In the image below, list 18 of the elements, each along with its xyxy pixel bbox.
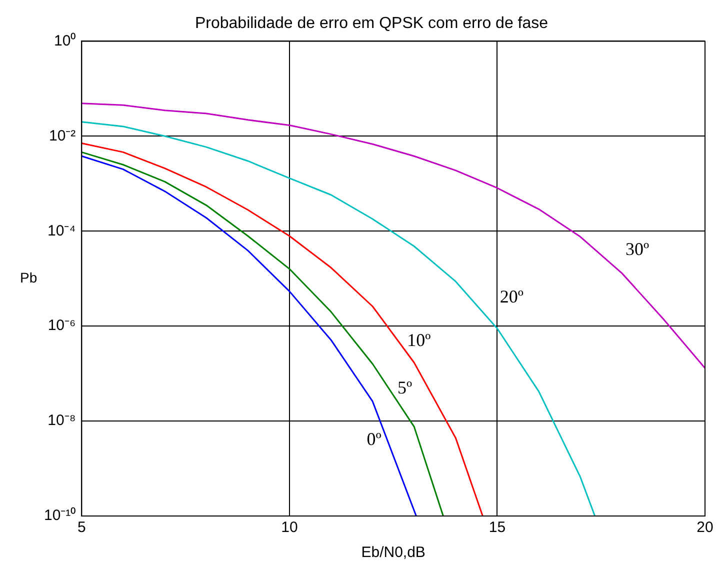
x-tick-label: 20 [696,519,714,536]
series-label: 5º [398,377,413,398]
x-tick-label: 10 [281,519,298,536]
y-tick-label: 10⁻⁴ [48,222,76,240]
y-tick-label: 10⁻² [48,127,76,144]
y-tick-label: 10⁻⁸ [48,412,76,430]
y-tick-label: 10⁻¹⁰ [44,507,76,524]
x-tick-label: 15 [488,519,506,536]
y-tick-label: 10⁻⁶ [48,317,76,334]
chart-title: Probabilidade de erro em QPSK com erro de fase [194,15,548,32]
x-axis-title: Eb/N0,dB [361,544,426,562]
y-tick-label: 10⁰ [54,32,76,50]
series-label: 0º [366,428,382,449]
y-axis-title: Pb [20,269,38,286]
series-label: 20º [500,286,524,306]
series-label: 10º [407,330,432,350]
x-tick-label: 5 [78,519,86,536]
series-label: 30º [626,238,650,259]
